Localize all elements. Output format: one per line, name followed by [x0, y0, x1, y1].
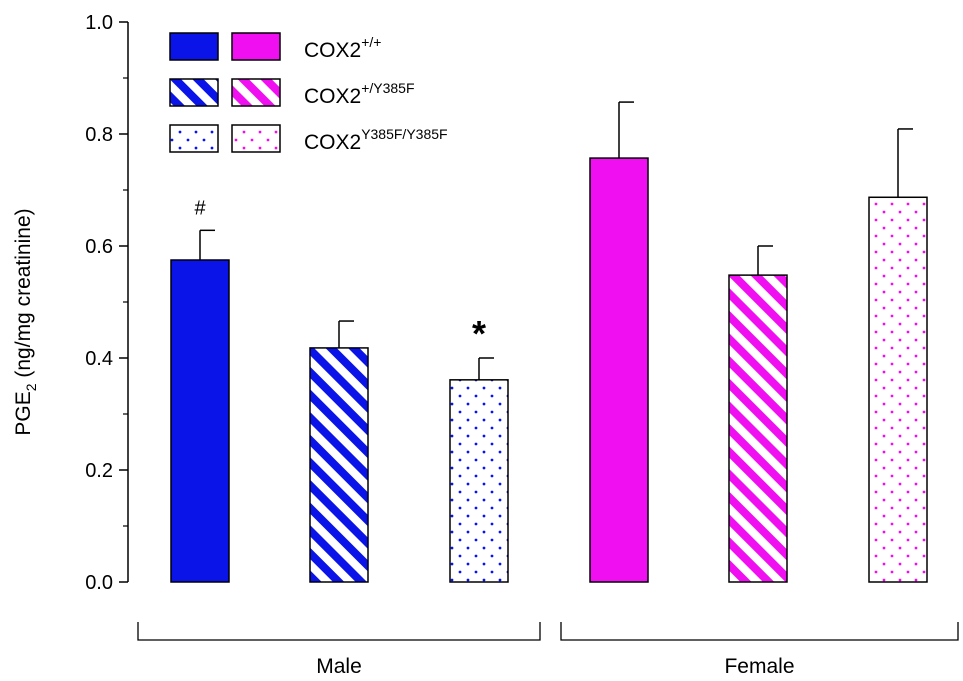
group-bracket [137, 622, 541, 641]
legend-label: COX2Y385F/Y385F [304, 126, 448, 154]
bar-female-solid [589, 157, 649, 583]
bar-female-dots [868, 196, 928, 583]
y-tick-label: 0.0 [85, 572, 113, 594]
group-label-male: Male [316, 655, 362, 678]
y-tick-label: 0.4 [85, 348, 113, 370]
y-tick-label: 0.6 [85, 236, 113, 258]
bar-male-stripes [309, 347, 369, 583]
group-brackets: Male Female [137, 622, 959, 678]
bar-male-solid [170, 259, 230, 583]
legend-swatch-male [169, 78, 219, 107]
bars: #* [170, 101, 928, 583]
bar-female-stripes [728, 274, 788, 583]
y-tick-label: 1.0 [85, 12, 113, 34]
y-tick-label: 0.2 [85, 460, 113, 482]
legend-label: COX2+/Y385F [304, 80, 415, 108]
legend-swatch-female [231, 32, 281, 61]
y-axis-title: PGE2 (ng/mg creatinine) [12, 208, 39, 435]
legend-swatch-male [169, 124, 219, 153]
legend-swatch-female [231, 78, 281, 107]
group-label-female: Female [724, 655, 794, 678]
legend-swatch-male [169, 32, 219, 61]
y-tick-label: 0.8 [85, 124, 113, 146]
legend-label: COX2+/+ [304, 34, 381, 62]
group-bracket [560, 622, 959, 641]
legend-swatch-female [231, 124, 281, 153]
significance-marker: # [194, 197, 206, 219]
bar-male-dots [449, 379, 509, 583]
legend: COX2+/+ COX2+/Y385F COX2Y385F/Y385F [169, 32, 448, 154]
axes: 0.0 0.2 0.4 0.6 0.8 1.0 PGE2 (ng/mg creatinine… [12, 12, 129, 594]
significance-marker: * [472, 313, 486, 354]
